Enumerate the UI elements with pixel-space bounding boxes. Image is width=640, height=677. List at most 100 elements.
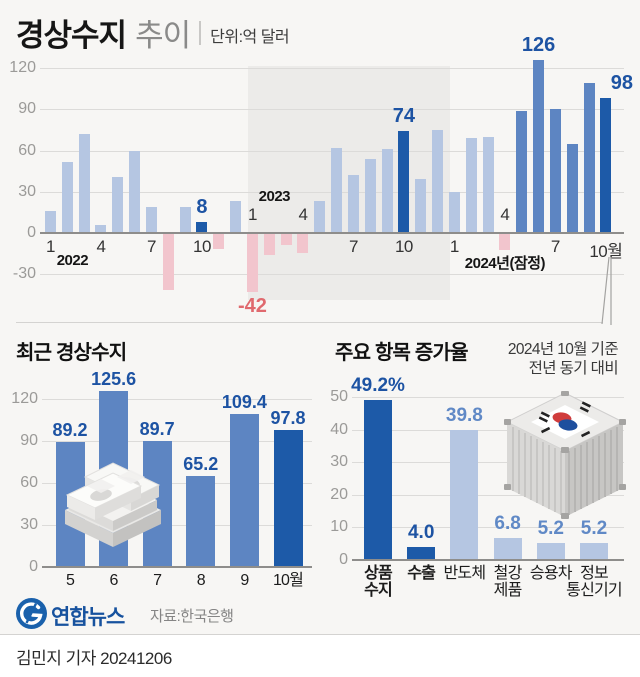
bar — [112, 176, 124, 233]
agency-name: 연합뉴스 — [51, 606, 125, 629]
x-tick-label: 10 — [394, 237, 413, 256]
bar — [516, 110, 528, 233]
section-divider — [16, 322, 603, 323]
bar — [297, 234, 309, 254]
bar — [566, 143, 578, 233]
bar — [314, 201, 326, 233]
x-category-label-line: 반도체 — [443, 565, 487, 582]
bar-value-label: 39.8 — [445, 405, 483, 427]
bar — [229, 413, 259, 567]
x-tick-label: 1 — [449, 237, 459, 256]
basis-annotation: 2024년 10월 기준 전년 동기 대비 — [508, 340, 619, 378]
bar — [78, 134, 90, 233]
x-category-label: 9 — [240, 572, 249, 589]
x-category-label: 반도체 — [443, 565, 487, 582]
y-tick-label: 50 — [330, 388, 348, 405]
y-tick-label: 120 — [11, 390, 38, 407]
y-tick-label: -30 — [12, 265, 36, 283]
x-tick-label: 7 — [550, 237, 560, 256]
bar — [364, 158, 376, 233]
x-tick-label: 4 — [298, 205, 308, 224]
page-subtitle: 추이 — [135, 18, 191, 53]
x-axis — [40, 232, 624, 234]
x-category-label-line: 철강 — [493, 565, 523, 582]
bar — [493, 537, 522, 560]
bar-value-label: 8 — [196, 196, 208, 218]
bar — [536, 543, 565, 560]
y-tick-label: 30 — [330, 453, 348, 471]
y-tick-label: 40 — [330, 420, 348, 438]
x-category-label-line: 승용차 — [529, 565, 573, 582]
x-category-label-line: 5 — [65, 572, 75, 589]
x-category-label: 8 — [196, 572, 206, 589]
year-label: 2023 — [258, 188, 291, 205]
bar — [364, 399, 392, 560]
bar — [407, 546, 436, 560]
bar-value-label: 6.8 — [494, 512, 521, 534]
bar — [398, 131, 410, 233]
x-category-label-line: 6 — [109, 572, 119, 589]
y-tick-label: 10 — [330, 518, 348, 536]
x-axis — [352, 559, 624, 561]
page-title: 경상수지 — [16, 18, 127, 53]
x-axis — [42, 566, 312, 568]
bar — [213, 234, 225, 250]
bar-value-label: 97.8 — [270, 408, 306, 429]
bar — [450, 430, 479, 560]
bar — [129, 150, 141, 233]
y-tick-label: 0 — [339, 551, 348, 568]
bar — [263, 234, 275, 255]
growth-chart-title: 주요 항목 증가율 — [335, 342, 469, 364]
y-tick-label: 20 — [330, 485, 348, 503]
y-tick-label: 0 — [27, 224, 36, 241]
bar-value-label: 5.2 — [537, 518, 565, 540]
bar — [533, 59, 545, 233]
bar-value-label: -42 — [238, 294, 267, 317]
gridline — [352, 527, 624, 529]
bar — [381, 149, 393, 233]
gridline — [42, 525, 312, 526]
recent-chart-title: 최근 경상수지 — [16, 342, 127, 364]
x-tick-label: 1 — [46, 237, 55, 256]
bar — [448, 191, 460, 233]
callout-line — [601, 256, 612, 325]
bar — [61, 161, 73, 233]
bar — [600, 98, 612, 233]
bar — [580, 543, 608, 560]
y-tick-label: 90 — [20, 432, 38, 449]
footer-divider — [0, 634, 640, 635]
bar — [95, 224, 107, 233]
header: 경상수지 추이 단위:억 달러 — [16, 10, 290, 55]
bar — [45, 211, 56, 233]
x-category-label: 5 — [65, 572, 75, 589]
yonhap-logo-icon — [16, 598, 47, 629]
x-category-label: 승용차 — [529, 565, 573, 582]
bar-value-label: 5.2 — [580, 518, 608, 540]
source-label: 자료:한국은행 — [150, 608, 234, 625]
bar — [482, 136, 494, 233]
bar-value-label: 49.2% — [351, 374, 405, 396]
y-tick-label: 90 — [18, 100, 36, 118]
y-tick-label: 60 — [18, 141, 36, 159]
title-divider — [199, 20, 202, 45]
bar-value-label: 65.2 — [183, 453, 219, 474]
gridline — [352, 397, 624, 398]
gridline — [352, 462, 624, 464]
bar — [230, 201, 242, 233]
x-category-label-line: 정보 — [580, 565, 609, 582]
bar — [432, 130, 444, 233]
x-category-label-line: 7 — [153, 572, 162, 589]
gridline — [40, 68, 624, 70]
bar-value-label: 74 — [392, 105, 416, 128]
gridline — [352, 494, 624, 496]
x-category-label-line: 수출 — [407, 565, 436, 582]
y-tick-label: 0 — [29, 558, 38, 575]
x-category-label-line: 8 — [196, 572, 206, 589]
bar — [583, 83, 595, 233]
x-category-label-line: 10월 — [272, 572, 304, 589]
x-category-label: 철강 제품 — [493, 565, 523, 599]
